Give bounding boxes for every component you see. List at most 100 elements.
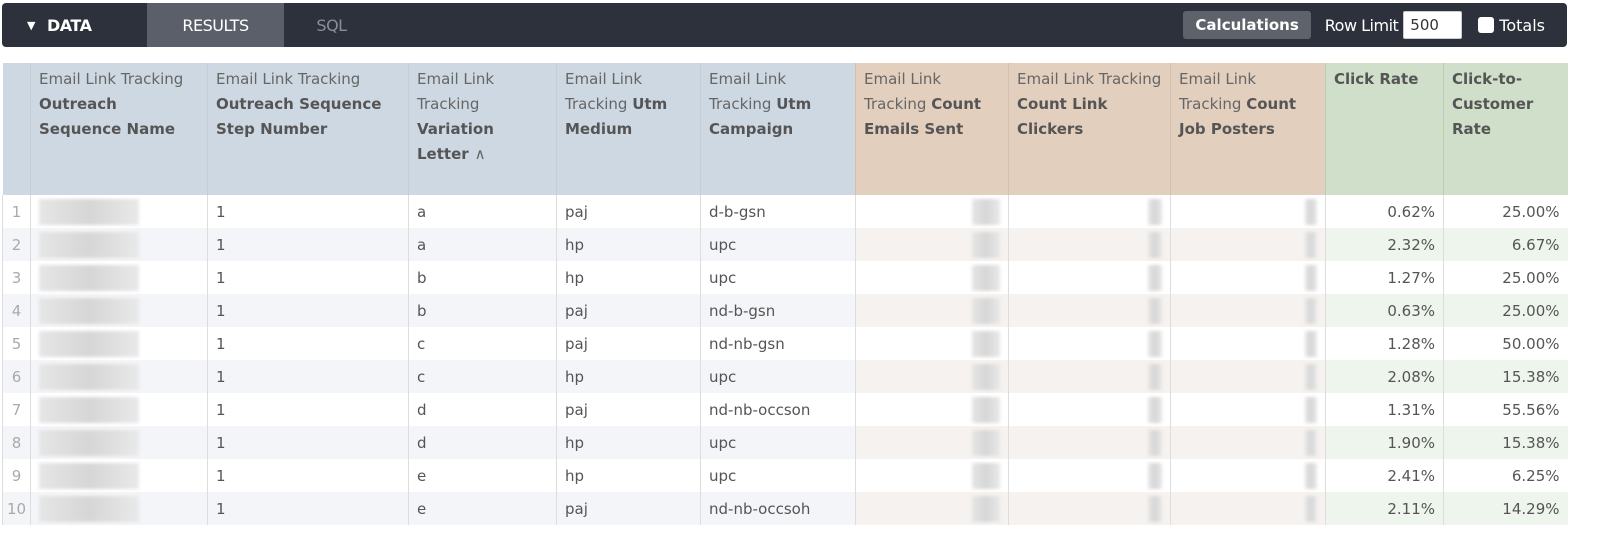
column-header[interactable]: Email Link Tracking Count Link Clickers	[1008, 63, 1171, 195]
column-header[interactable]: Email Link Tracking Outreach Sequence St…	[207, 63, 409, 195]
link-clickers-cell	[1008, 294, 1171, 327]
row-number: 5	[2, 327, 31, 360]
table-row: 5 1 c paj nd-nb-gsn 1.28% 50.00%	[2, 327, 1568, 360]
click-rate-cell: 0.62%	[1325, 195, 1444, 228]
header-field-label: Utm Campaign	[709, 95, 812, 138]
data-section-toggle[interactable]: ▼ DATA	[2, 3, 147, 47]
utm-campaign-cell: nd-nb-occson	[700, 393, 856, 426]
table-row: 1 1 a paj d-b-gsn 0.62% 25.00%	[2, 195, 1568, 228]
utm-medium-cell: hp	[556, 261, 701, 294]
utm-campaign-cell: upc	[700, 426, 856, 459]
emails-sent-cell	[855, 360, 1009, 393]
redacted-value	[1148, 462, 1162, 489]
sort-ascending-icon[interactable]: ∧	[474, 145, 486, 163]
column-header[interactable]: Email Link Tracking Outreach Sequence Na…	[30, 63, 208, 195]
header-field-label: Count Job Posters	[1179, 95, 1297, 138]
totals-label: Totals	[1499, 15, 1545, 35]
utm-campaign-cell: nd-nb-gsn	[700, 327, 856, 360]
utm-campaign-cell: upc	[700, 360, 856, 393]
step-number-cell: 1	[207, 492, 409, 525]
link-clickers-cell	[1008, 360, 1171, 393]
redacted-value	[1305, 297, 1317, 324]
variation-letter-cell: a	[408, 228, 557, 261]
utm-campaign-cell: d-b-gsn	[700, 195, 856, 228]
step-number-cell: 1	[207, 228, 409, 261]
tab-sql[interactable]: SQL	[316, 15, 347, 35]
job-posters-cell	[1170, 393, 1326, 426]
step-number-cell: 1	[207, 360, 409, 393]
table-row: 10 1 e paj nd-nb-occsoh 2.11% 14.29%	[2, 492, 1568, 525]
variation-letter-cell: c	[408, 360, 557, 393]
header-view-label: Email Link Tracking	[864, 70, 942, 113]
click-to-customer-rate-cell: 15.38%	[1443, 360, 1568, 393]
utm-medium-cell: paj	[556, 195, 701, 228]
utm-medium-cell: hp	[556, 228, 701, 261]
variation-letter-cell: d	[408, 426, 557, 459]
data-label: DATA	[46, 15, 92, 35]
utm-medium-cell: paj	[556, 393, 701, 426]
variation-letter-cell: c	[408, 327, 557, 360]
sequence-name-cell	[30, 228, 208, 261]
sequence-name-cell	[30, 492, 208, 525]
redacted-value	[972, 231, 1000, 258]
redacted-value	[972, 396, 1000, 423]
sequence-name-cell	[30, 327, 208, 360]
step-number-cell: 1	[207, 261, 409, 294]
click-to-customer-rate-cell: 25.00%	[1443, 294, 1568, 327]
job-posters-cell	[1170, 327, 1326, 360]
click-to-customer-rate-cell: 15.38%	[1443, 426, 1568, 459]
row-number: 10	[2, 492, 31, 525]
redacted-value	[39, 330, 139, 357]
table-row: 6 1 c hp upc 2.08% 15.38%	[2, 360, 1568, 393]
redacted-value	[1148, 363, 1162, 390]
job-posters-cell	[1170, 426, 1326, 459]
emails-sent-cell	[855, 492, 1009, 525]
table-row: 2 1 a hp upc 2.32% 6.67%	[2, 228, 1568, 261]
emails-sent-cell	[855, 294, 1009, 327]
variation-letter-cell: e	[408, 459, 557, 492]
step-number-cell: 1	[207, 459, 409, 492]
column-header[interactable]: Email Link Tracking Utm Medium	[556, 63, 701, 195]
redacted-value	[1305, 396, 1317, 423]
row-limit-label: Row Limit	[1324, 15, 1399, 35]
redacted-value	[972, 198, 1000, 225]
link-clickers-cell	[1008, 261, 1171, 294]
header-view-label: Email Link Tracking	[417, 70, 495, 113]
step-number-cell: 1	[207, 294, 409, 327]
column-header[interactable]: Click-to-Customer Rate	[1443, 63, 1568, 195]
header-field-label: Utm Medium	[565, 95, 668, 138]
job-posters-cell	[1170, 195, 1326, 228]
header-view-label: Email Link Tracking	[1017, 70, 1162, 88]
job-posters-cell	[1170, 228, 1326, 261]
emails-sent-cell	[855, 228, 1009, 261]
row-limit-input[interactable]	[1403, 11, 1463, 39]
sequence-name-cell	[30, 294, 208, 327]
redacted-value	[972, 297, 1000, 324]
table-row: 4 1 b paj nd-b-gsn 0.63% 25.00%	[2, 294, 1568, 327]
calculations-button[interactable]: Calculations	[1183, 11, 1311, 39]
column-header[interactable]: Email Link Tracking Count Emails Sent	[855, 63, 1009, 195]
link-clickers-cell	[1008, 195, 1171, 228]
click-to-customer-rate-cell: 55.56%	[1443, 393, 1568, 426]
variation-letter-cell: b	[408, 294, 557, 327]
redacted-value	[1305, 264, 1317, 291]
row-number-header	[2, 63, 31, 195]
link-clickers-cell	[1008, 492, 1171, 525]
click-to-customer-rate-cell: 6.67%	[1443, 228, 1568, 261]
redacted-value	[39, 231, 139, 258]
job-posters-cell	[1170, 492, 1326, 525]
column-header[interactable]: Email Link Tracking Variation Letter ∧	[408, 63, 557, 195]
click-to-customer-rate-cell: 25.00%	[1443, 195, 1568, 228]
column-header[interactable]: Click Rate	[1325, 63, 1444, 195]
row-number: 4	[2, 294, 31, 327]
totals-checkbox[interactable]	[1478, 17, 1495, 33]
link-clickers-cell	[1008, 327, 1171, 360]
step-number-cell: 1	[207, 426, 409, 459]
column-header[interactable]: Email Link Tracking Count Job Posters	[1170, 63, 1326, 195]
emails-sent-cell	[855, 393, 1009, 426]
tab-results[interactable]: RESULTS	[147, 3, 284, 47]
redacted-value	[39, 462, 139, 489]
column-header[interactable]: Email Link Tracking Utm Campaign	[700, 63, 856, 195]
link-clickers-cell	[1008, 228, 1171, 261]
click-to-customer-rate-cell: 50.00%	[1443, 327, 1568, 360]
